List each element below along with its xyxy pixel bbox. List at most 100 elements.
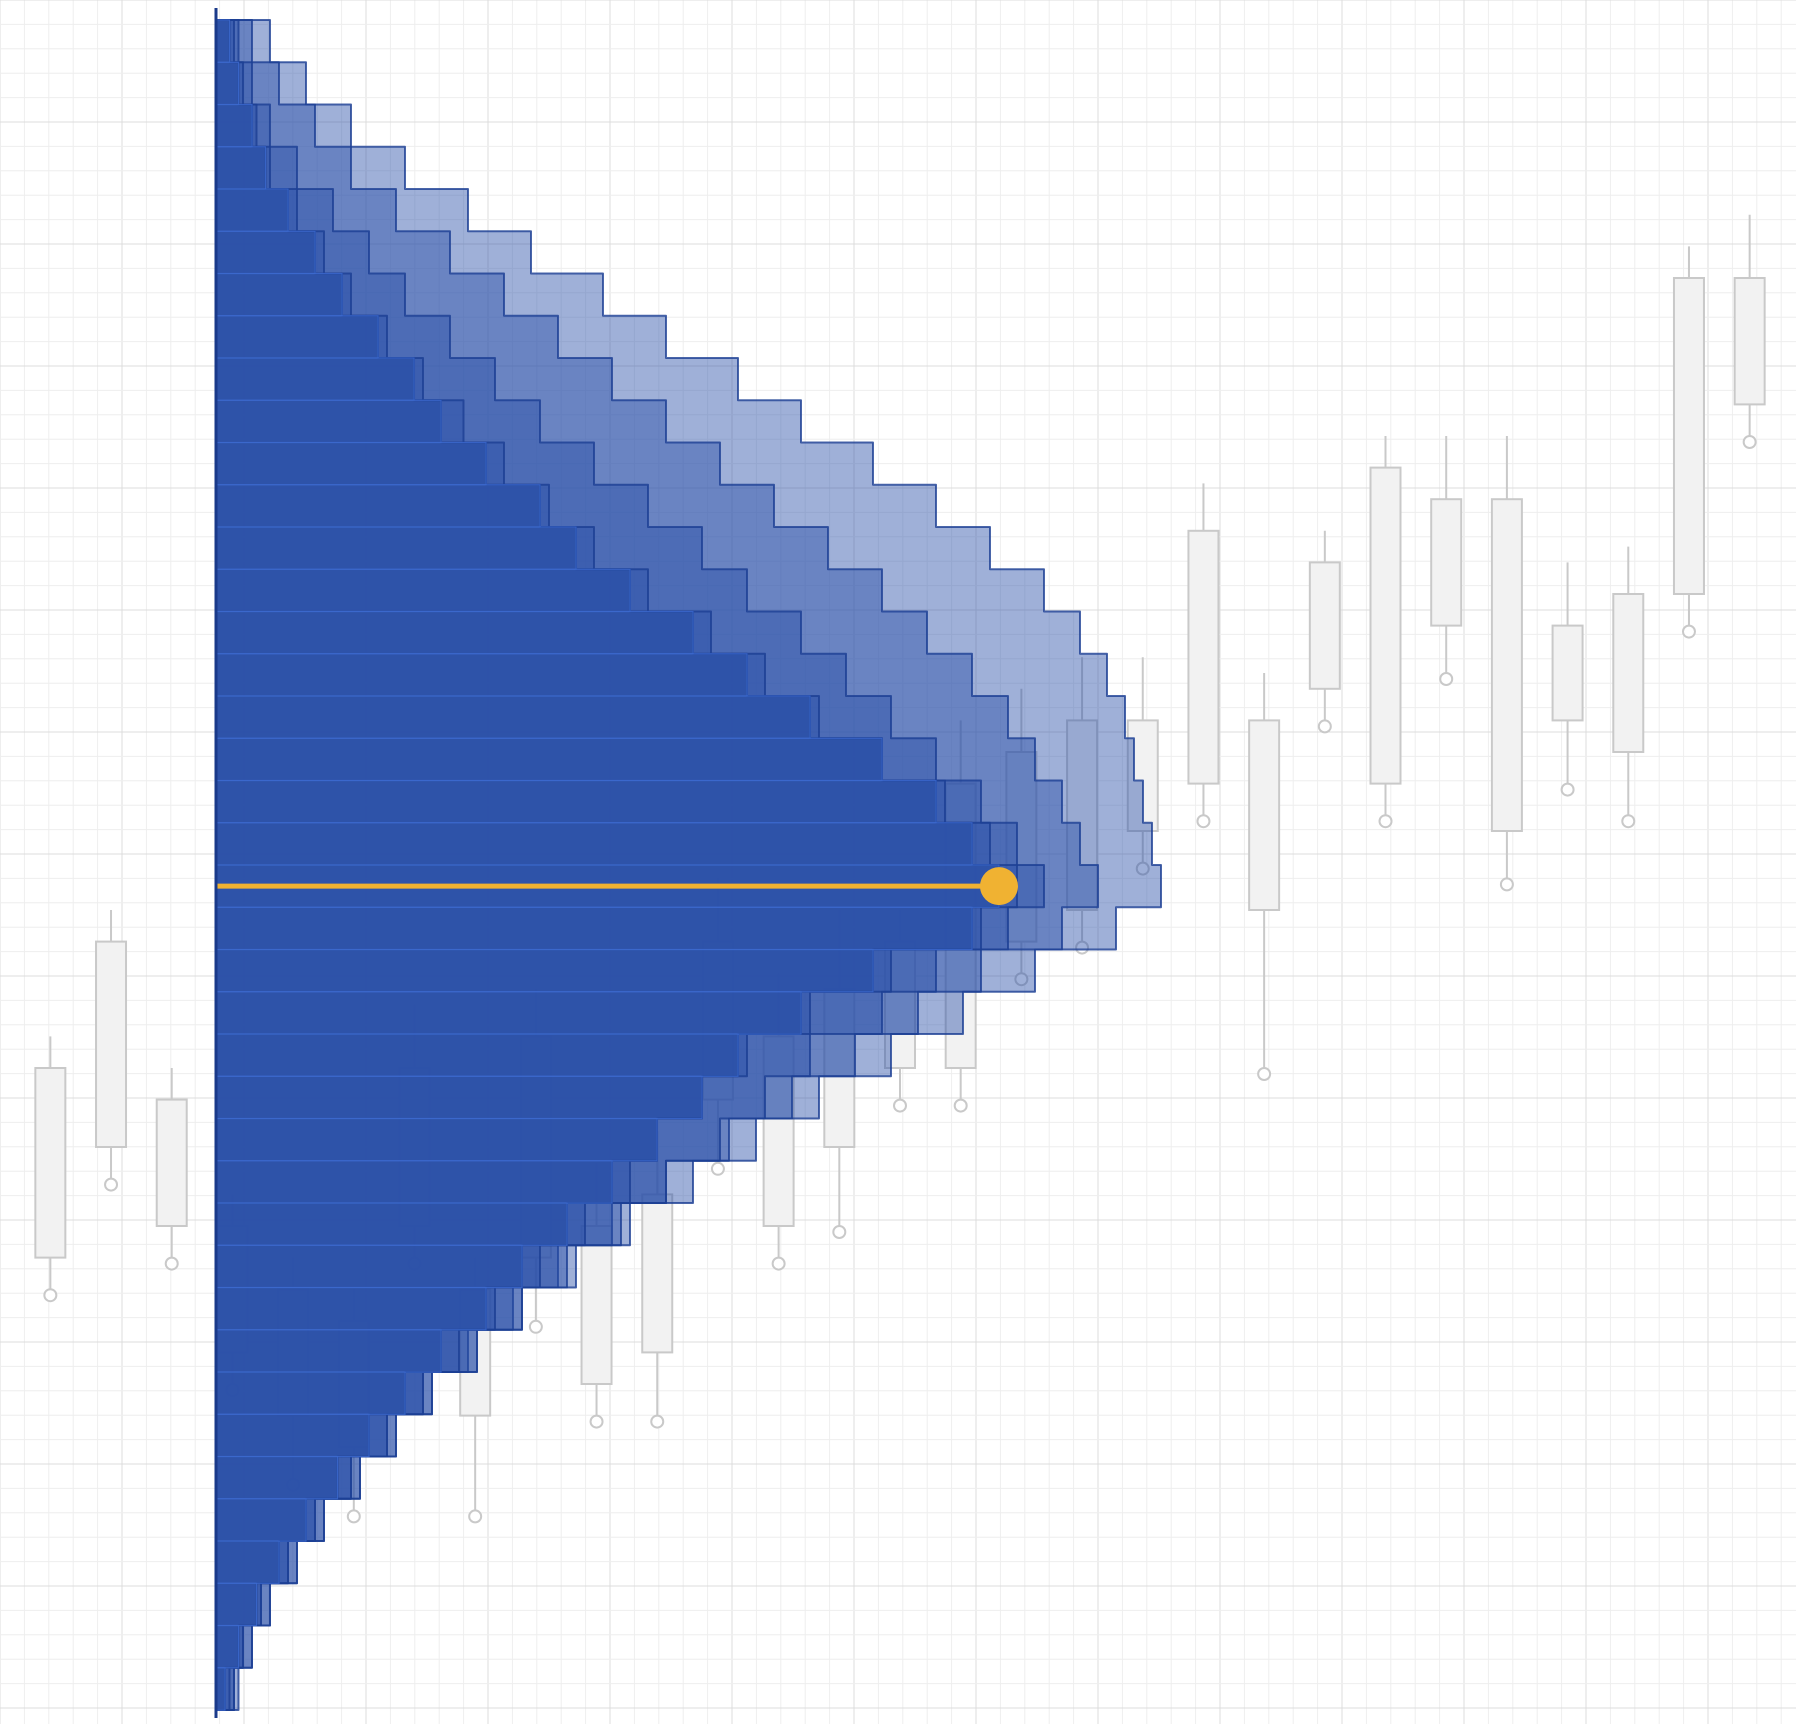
point-of-control — [216, 867, 1018, 906]
volume-profile — [215, 19, 1162, 1711]
candle-low-marker — [710, 1161, 725, 1176]
candle-low-marker — [650, 1414, 665, 1429]
candle-body — [641, 1193, 674, 1354]
profile-bar — [215, 484, 541, 528]
profile-bar — [215, 906, 973, 951]
profile-bar — [215, 779, 937, 824]
candlestick — [1248, 673, 1281, 1081]
profile-bar — [215, 315, 379, 359]
candle-body — [823, 988, 856, 1148]
profile-bar — [215, 441, 487, 486]
candle-body — [1612, 593, 1645, 753]
profile-bar — [215, 61, 240, 106]
profile-bar — [215, 1455, 339, 1500]
profile-bar — [215, 146, 267, 190]
candle-body — [580, 1225, 613, 1385]
candlestick — [95, 910, 128, 1192]
candle-low-marker — [1499, 877, 1514, 892]
candle-low-marker — [43, 1288, 58, 1303]
candle-low-marker — [1317, 719, 1332, 734]
candle-body — [1369, 466, 1402, 785]
candle-low-marker — [1257, 1067, 1272, 1081]
profile-bar — [215, 822, 973, 866]
profile-bar — [215, 991, 802, 1035]
candlestick — [1430, 436, 1463, 686]
candlestick — [641, 1131, 674, 1429]
profile-bar — [215, 230, 316, 275]
profile-bar — [215, 399, 442, 444]
candle-low-marker — [771, 1256, 786, 1271]
candlestick — [34, 1036, 67, 1303]
profile-bar — [215, 653, 748, 697]
profile-bar — [215, 1286, 487, 1331]
poc-marker — [980, 867, 1018, 906]
candlestick — [155, 1068, 188, 1271]
profile-bar — [215, 1075, 703, 1120]
candle-body — [34, 1067, 67, 1259]
candlestick — [823, 910, 856, 1239]
profile-bar — [215, 272, 343, 317]
candle-body — [155, 1098, 188, 1227]
candle-low-marker — [893, 1098, 907, 1113]
candlestick — [1369, 436, 1402, 829]
candle-body — [1733, 277, 1766, 406]
candlestick — [1612, 546, 1645, 829]
candle-low-marker — [1560, 782, 1575, 797]
candlestick — [1005, 688, 1038, 987]
candlestick — [1187, 483, 1220, 829]
profile-bar — [215, 1371, 406, 1415]
profile-bar — [215, 1244, 523, 1289]
profile-bar — [215, 526, 577, 570]
candle-low-marker — [1439, 672, 1454, 686]
candlestick — [1126, 657, 1159, 876]
profile-bar — [215, 1540, 280, 1584]
profile-bar — [215, 19, 231, 63]
candle-low-marker — [1135, 861, 1150, 876]
profile-bar — [215, 1624, 240, 1669]
candle-body — [1551, 624, 1584, 722]
candle-low-marker — [346, 1509, 361, 1524]
candle-body — [1066, 719, 1099, 912]
candle-body — [1672, 277, 1705, 595]
candle-low-marker — [1378, 814, 1393, 829]
candle-low-marker — [953, 1098, 968, 1113]
candle-low-marker — [1075, 940, 1090, 955]
profile-bar — [215, 1033, 739, 1077]
profile-bar — [215, 1117, 658, 1162]
candlestick — [1733, 214, 1766, 449]
profile-bar — [215, 103, 253, 148]
candle-low-marker — [1014, 972, 1029, 987]
candlestick — [1066, 657, 1099, 955]
profile-bar — [215, 188, 289, 232]
profile-bar — [215, 1498, 307, 1542]
candlestick — [1672, 246, 1705, 639]
profile-bar — [215, 948, 874, 993]
candle-low-marker — [1742, 435, 1757, 449]
profile-bar — [215, 1202, 568, 1246]
candle-low-marker — [104, 1177, 119, 1192]
candle-low-marker — [1621, 814, 1636, 829]
profile-bar — [215, 1413, 370, 1458]
candlestick — [1308, 530, 1341, 734]
profile-bar — [215, 357, 415, 401]
profile-bar — [215, 610, 694, 655]
candle-body — [1187, 529, 1220, 785]
profile-bar — [215, 568, 631, 613]
candle-body — [95, 940, 128, 1148]
candle-low-marker — [468, 1509, 483, 1524]
profile-bar — [215, 695, 811, 739]
candle-low-marker — [589, 1414, 604, 1429]
candle-low-marker — [832, 1225, 847, 1239]
candle-body — [1005, 751, 1038, 943]
candle-body — [1308, 561, 1341, 690]
profile-bar — [215, 1160, 613, 1204]
candle-low-marker — [1681, 624, 1696, 639]
candlestick — [1551, 562, 1584, 797]
candlestick — [580, 1162, 613, 1429]
candle-body — [1490, 498, 1523, 832]
profile-bar — [215, 737, 883, 782]
candle-low-marker — [164, 1256, 179, 1271]
candle-body — [1248, 719, 1281, 912]
candlestick — [1490, 436, 1523, 892]
